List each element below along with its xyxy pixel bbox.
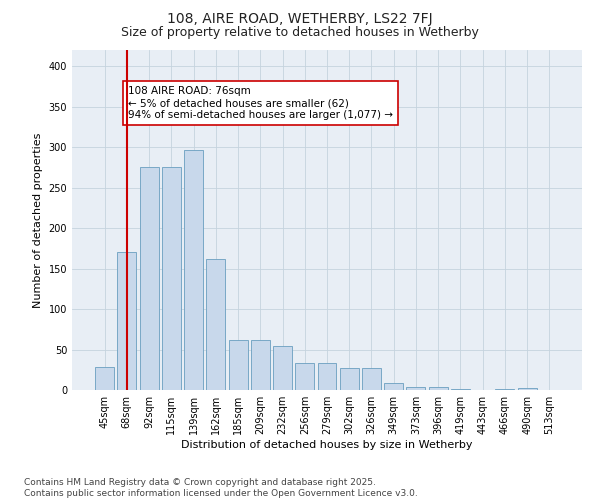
Bar: [295, 364, 314, 390]
Bar: [451, 389, 470, 390]
Bar: [496, 389, 514, 390]
Text: 108 AIRE ROAD: 76sqm
← 5% of detached houses are smaller (62)
94% of semi-detach: 108 AIRE ROAD: 76sqm ← 5% of detached ho…: [128, 86, 393, 120]
Bar: [340, 368, 359, 390]
Bar: [251, 340, 270, 390]
Bar: [518, 388, 536, 390]
Bar: [229, 340, 248, 390]
Bar: [118, 252, 136, 390]
Y-axis label: Number of detached properties: Number of detached properties: [33, 132, 43, 308]
Bar: [206, 259, 225, 390]
Bar: [140, 166, 158, 390]
Text: 108, AIRE ROAD, WETHERBY, LS22 7FJ: 108, AIRE ROAD, WETHERBY, LS22 7FJ: [167, 12, 433, 26]
Bar: [273, 346, 292, 390]
Bar: [317, 364, 337, 390]
Bar: [362, 368, 381, 390]
Bar: [95, 366, 114, 390]
Bar: [384, 382, 403, 390]
Bar: [429, 387, 448, 390]
Text: Contains HM Land Registry data © Crown copyright and database right 2025.
Contai: Contains HM Land Registry data © Crown c…: [24, 478, 418, 498]
Bar: [162, 166, 181, 390]
Bar: [406, 387, 425, 390]
Bar: [184, 150, 203, 390]
X-axis label: Distribution of detached houses by size in Wetherby: Distribution of detached houses by size …: [181, 440, 473, 450]
Text: Size of property relative to detached houses in Wetherby: Size of property relative to detached ho…: [121, 26, 479, 39]
